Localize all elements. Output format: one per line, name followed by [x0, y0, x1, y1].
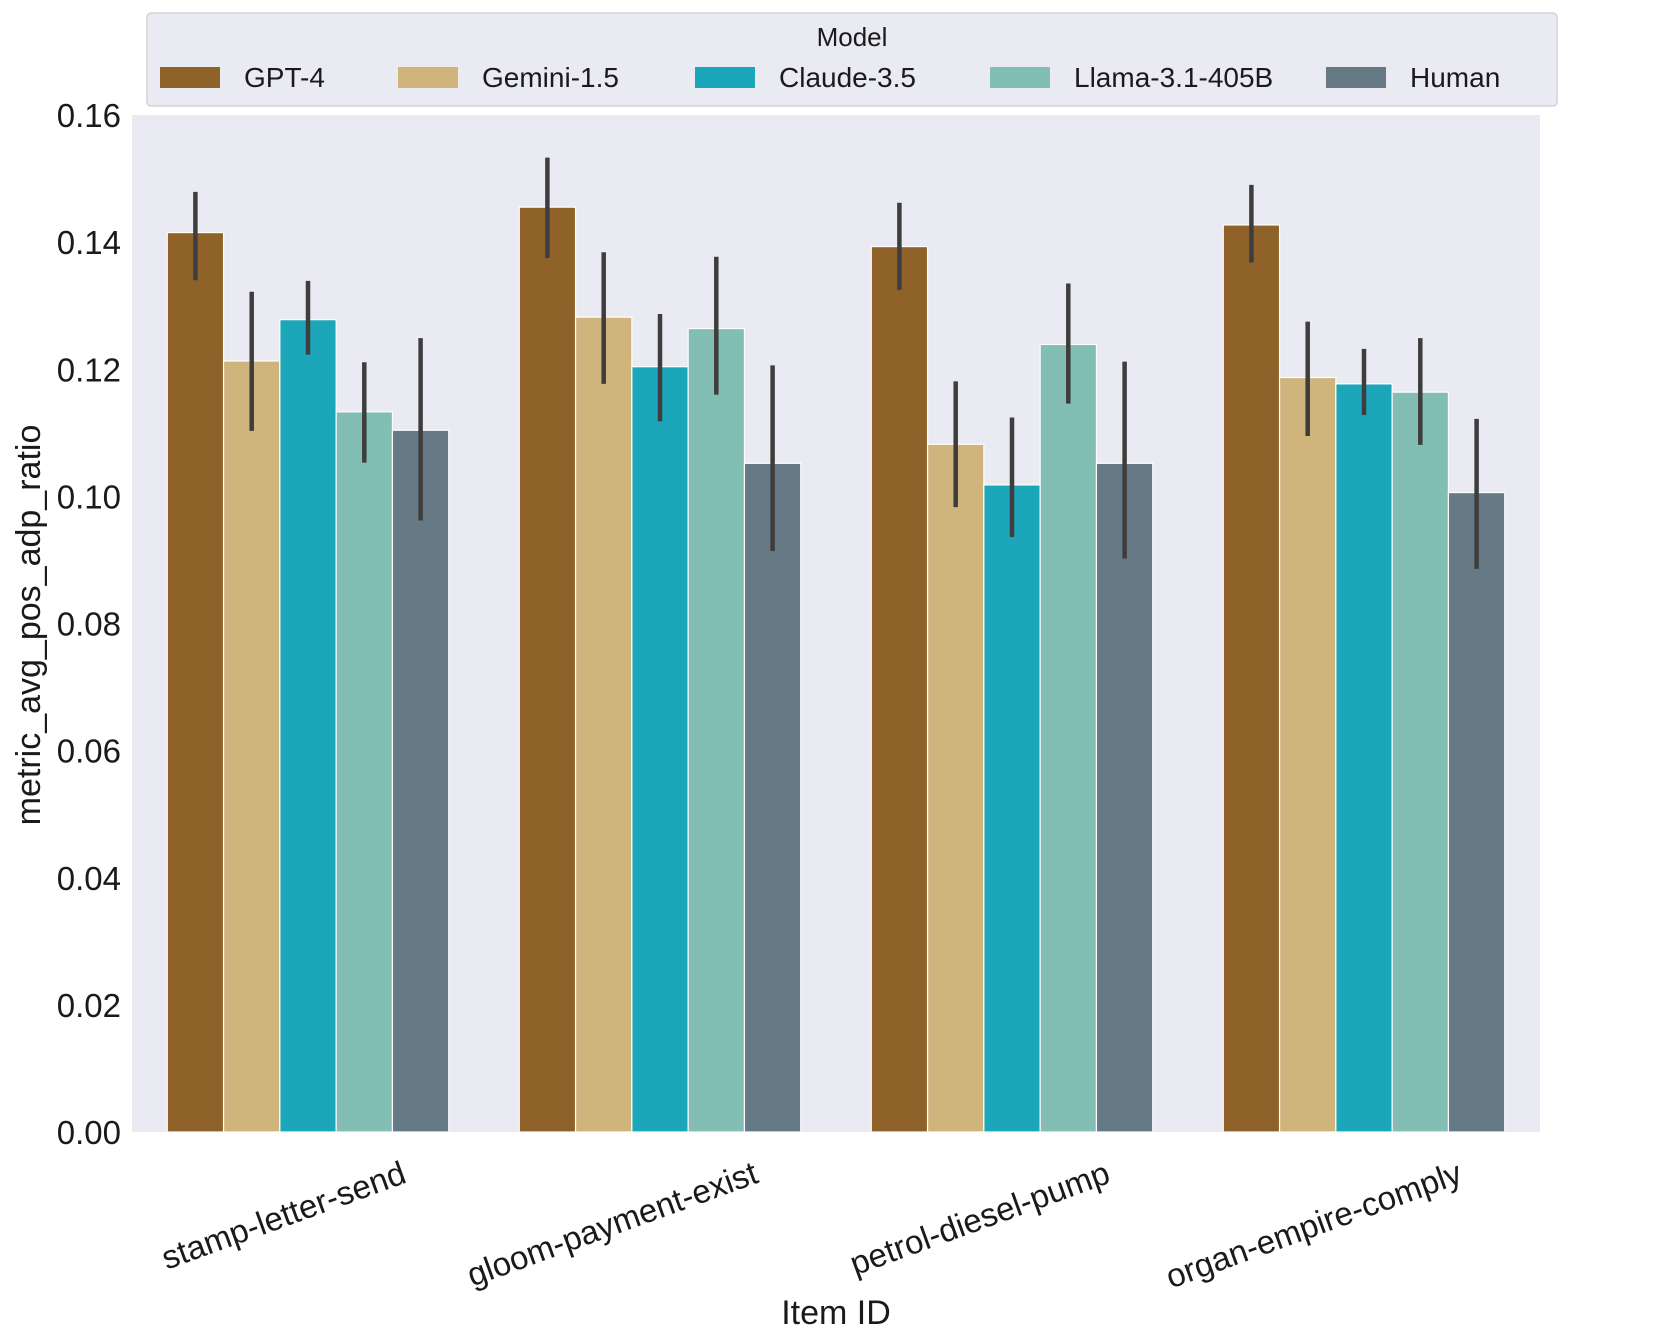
- bar-claude-3-5-3: [1335, 383, 1393, 1133]
- legend-label: Llama-3.1-405B: [1074, 62, 1273, 93]
- bar-llama-3-1-405b-1: [687, 327, 746, 1133]
- x-tick-label: stamp-letter-send: [156, 1154, 410, 1277]
- x-tick-label: petrol-diesel-pump: [845, 1154, 1114, 1282]
- y-axis-title: metric_avg_pos_adp_ratio: [10, 425, 48, 826]
- legend-swatch: [160, 67, 220, 88]
- errorbars-layer: [193, 157, 1479, 569]
- legend-swatch: [695, 67, 755, 88]
- legend-swatch: [990, 67, 1050, 88]
- bar-claude-3-5-0: [279, 319, 337, 1133]
- y-tick-label: 0.14: [57, 224, 121, 261]
- legend-items: GPT-4 Gemini-1.5 Claude-3.5 Llama-3.1-405B H…: [160, 62, 1500, 93]
- bar-gemini-1-5-1: [574, 316, 633, 1133]
- legend-swatch: [1326, 67, 1386, 88]
- y-axis-ticks: 0.00 0.02 0.04 0.06 0.08 0.10 0.12 0.14 0.16: [57, 97, 121, 1151]
- bar-gemini-1-5-0: [222, 360, 281, 1133]
- legend-label: GPT-4: [244, 62, 325, 93]
- y-tick-label: 0.06: [57, 733, 121, 770]
- y-tick-label: 0.10: [57, 478, 121, 515]
- x-tick-label: gloom-payment-exist: [462, 1154, 762, 1294]
- bar-claude-3-5-1: [631, 366, 689, 1133]
- legend-box: [146, 12, 1558, 107]
- bar-claude-3-5-2: [983, 484, 1041, 1133]
- y-tick-label: 0.16: [57, 97, 121, 134]
- bar-human-0: [391, 429, 450, 1133]
- legend-label: Human: [1410, 62, 1500, 93]
- legend-title: Model: [817, 22, 888, 52]
- y-tick-label: 0.00: [57, 1114, 121, 1151]
- x-tick-label: organ-empire-comply: [1161, 1154, 1467, 1296]
- bar-human-1: [743, 462, 802, 1133]
- legend-label: Claude-3.5: [779, 62, 916, 93]
- x-axis-title: Item ID: [781, 1294, 891, 1329]
- bar-gemini-1-5-2: [926, 443, 985, 1133]
- y-tick-label: 0.12: [57, 351, 121, 388]
- bar-llama-3-1-405b-2: [1039, 343, 1098, 1133]
- bar-llama-3-1-405b-3: [1391, 391, 1450, 1133]
- bar-llama-3-1-405b-0: [335, 411, 394, 1133]
- legend: Model GPT-4 Gemini-1.5 Claude-3.5 Llama-3.1…: [146, 12, 1558, 107]
- bar-human-3: [1447, 491, 1506, 1133]
- bar-gpt-4-3: [1222, 224, 1281, 1133]
- bar-gpt-4-2: [870, 245, 929, 1133]
- legend-label: Gemini-1.5: [482, 62, 619, 93]
- bars-layer: [166, 206, 1506, 1133]
- bar-gemini-1-5-3: [1278, 376, 1337, 1133]
- bar-gpt-4-0: [166, 231, 225, 1133]
- bar-human-2: [1095, 462, 1154, 1133]
- y-tick-label: 0.04: [57, 860, 121, 897]
- x-axis-ticks: stamp-letter-send gloom-payment-exist petr…: [156, 1154, 1466, 1296]
- legend-swatch: [398, 67, 458, 88]
- bar-gpt-4-1: [518, 206, 577, 1133]
- y-tick-label: 0.08: [57, 606, 121, 643]
- y-tick-label: 0.02: [57, 987, 121, 1024]
